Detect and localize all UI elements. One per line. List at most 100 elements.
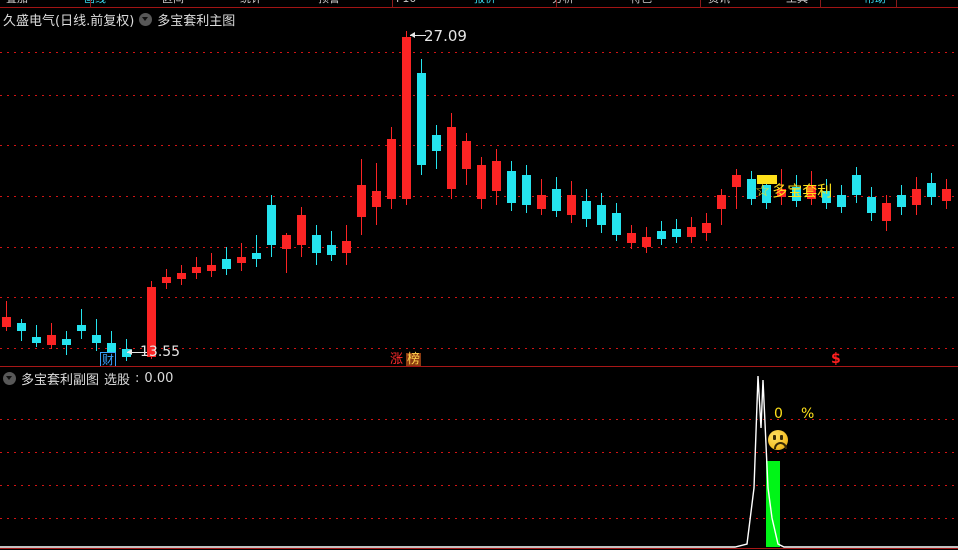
candlestick[interactable] — [491, 149, 501, 205]
signal-flag-icon — [757, 175, 777, 184]
marker-dollar[interactable]: $ — [831, 351, 841, 366]
candlestick[interactable] — [686, 217, 696, 243]
candlestick[interactable] — [221, 247, 231, 275]
candlestick[interactable] — [311, 225, 321, 265]
candlestick[interactable] — [281, 233, 291, 273]
candlestick[interactable] — [326, 231, 336, 261]
candle-body — [836, 195, 846, 207]
candlestick[interactable] — [296, 207, 306, 257]
toolbar-item[interactable]: 帮助 — [864, 0, 886, 7]
candlestick[interactable] — [251, 235, 261, 267]
toolbar-separator — [392, 0, 393, 8]
toolbar-item[interactable]: 特色 — [630, 0, 652, 7]
candlestick[interactable] — [76, 309, 86, 339]
candlestick[interactable] — [461, 133, 471, 185]
candle-body — [566, 195, 576, 215]
toolbar-item[interactable]: 工具 — [786, 0, 808, 7]
candlestick[interactable] — [641, 227, 651, 253]
candlestick[interactable] — [1, 301, 11, 331]
toolbar-divider — [0, 7, 958, 8]
candlestick[interactable] — [821, 179, 831, 209]
buy-signal-annotation[interactable]: ☆ 多宝套利 — [755, 183, 832, 200]
candlestick[interactable] — [191, 257, 201, 279]
toolbar-item[interactable]: 分析 — [552, 0, 574, 7]
toolbar-item[interactable]: 画线 — [84, 0, 106, 7]
marker-zhang[interactable]: 涨 — [390, 352, 404, 367]
candlestick[interactable] — [596, 193, 606, 233]
candlestick[interactable] — [761, 175, 771, 209]
candlestick[interactable] — [731, 169, 741, 209]
candlestick[interactable] — [791, 175, 801, 207]
toolbar-item[interactable]: 资讯 — [708, 0, 730, 7]
candlestick[interactable] — [701, 213, 711, 241]
candle-body — [821, 191, 831, 203]
toolbar-item[interactable]: 预警 — [318, 0, 340, 7]
candlestick[interactable] — [746, 171, 756, 205]
candlestick[interactable] — [806, 171, 816, 205]
candle-body — [31, 337, 41, 343]
candlestick[interactable] — [401, 31, 411, 205]
gridline — [0, 247, 958, 248]
candlestick[interactable] — [776, 169, 786, 205]
candlestick[interactable] — [566, 181, 576, 223]
candlestick[interactable] — [431, 125, 441, 169]
candlestick[interactable] — [356, 159, 366, 235]
candlestick[interactable] — [16, 319, 26, 341]
candlestick[interactable] — [506, 161, 516, 211]
main-chart-pane[interactable]: 久盛电气(日线.前复权) 多宝套利主图 27.09 13.55 ☆ 多宝套利 财… — [0, 9, 958, 366]
candlestick[interactable] — [926, 173, 936, 205]
candle-body — [401, 37, 411, 199]
candlestick[interactable] — [446, 113, 456, 199]
candle-body — [656, 231, 666, 239]
toolbar-item[interactable]: 统计 — [240, 0, 262, 7]
candlestick[interactable] — [581, 189, 591, 227]
candlestick[interactable] — [611, 203, 621, 241]
candlestick[interactable] — [656, 221, 666, 245]
candlestick[interactable] — [31, 325, 41, 347]
candlestick[interactable] — [911, 177, 921, 215]
candlestick[interactable] — [236, 243, 246, 271]
candlestick[interactable] — [341, 225, 351, 265]
toolbar-item[interactable]: 区间 — [162, 0, 184, 7]
candle-body — [851, 175, 861, 195]
candlestick[interactable] — [206, 253, 216, 277]
candlestick[interactable] — [106, 331, 116, 357]
candlestick[interactable] — [671, 219, 681, 243]
candlestick[interactable] — [881, 195, 891, 231]
candlestick[interactable] — [371, 163, 381, 225]
marker-bang[interactable]: 榜 — [406, 352, 422, 366]
candlestick[interactable] — [851, 167, 861, 203]
candlestick[interactable] — [941, 179, 951, 209]
toolbar[interactable]: 叠加 画线 区间 统计 预警 F10 报价 分析 特色 资讯 工具 帮助 — [0, 0, 958, 8]
candlestick[interactable] — [146, 281, 156, 359]
candlestick[interactable] — [521, 165, 531, 213]
candlestick[interactable] — [836, 185, 846, 213]
candlestick[interactable] — [386, 127, 396, 209]
candlestick[interactable] — [161, 269, 171, 289]
candlestick[interactable] — [266, 195, 276, 257]
candlestick[interactable] — [476, 157, 486, 209]
candlestick[interactable] — [46, 323, 56, 349]
candlestick[interactable] — [176, 265, 186, 285]
candlestick[interactable] — [866, 187, 876, 221]
sub-chart-pane[interactable]: 多宝套利副图 选股 : 0.00 0 % — [0, 368, 958, 550]
toolbar-item[interactable]: F10 — [396, 0, 416, 7]
candlestick[interactable] — [716, 189, 726, 225]
sub-zero-label: 0 — [774, 406, 783, 422]
candlestick[interactable] — [61, 331, 71, 355]
candlestick[interactable] — [896, 185, 906, 215]
candlestick[interactable] — [121, 339, 131, 361]
candle-wick — [735, 169, 737, 209]
toolbar-item[interactable]: 报价 — [474, 0, 496, 7]
main-indicator-label[interactable]: 多宝套利主图 — [157, 14, 236, 29]
candlestick[interactable] — [626, 225, 636, 249]
candlestick[interactable] — [536, 179, 546, 215]
candlestick[interactable] — [551, 177, 561, 217]
sub-indicator-label[interactable]: 多宝套利副图 — [21, 373, 100, 388]
candlestick[interactable] — [91, 319, 101, 351]
candlestick[interactable] — [416, 59, 426, 175]
chevron-down-icon[interactable] — [139, 13, 153, 26]
toolbar-item[interactable]: 叠加 — [6, 0, 28, 7]
chevron-down-icon[interactable] — [3, 372, 16, 385]
marker-cai[interactable]: 财 — [100, 352, 117, 366]
